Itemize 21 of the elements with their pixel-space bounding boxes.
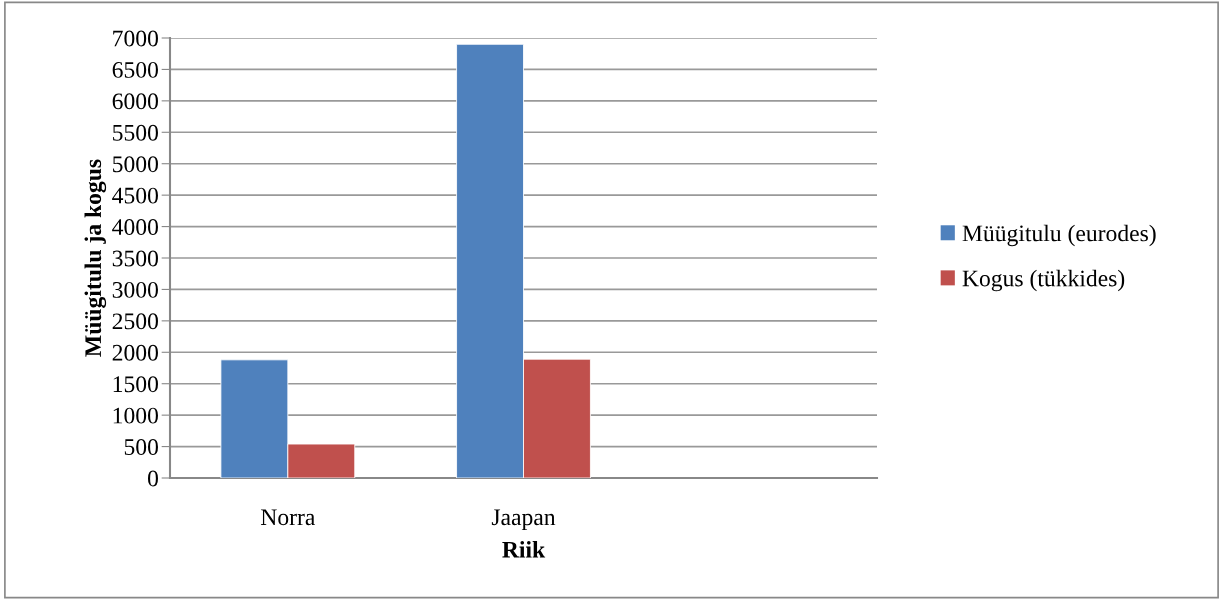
y-tick-label: 1500 (113, 376, 158, 393)
y-tick-label: 3500 (112, 250, 158, 267)
y-tick-label: 5000 (113, 156, 158, 173)
x-tick-label: Norra (260, 509, 316, 526)
x-axis-title: Riik (502, 541, 546, 558)
y-tick-label: 1000 (113, 407, 158, 424)
legend-label: Müügitulu (eurodes) (962, 224, 1156, 247)
y-tick-label: 500 (124, 439, 158, 455)
y-tick-label: 4500 (112, 187, 158, 204)
y-tick-label: 6000 (112, 93, 158, 110)
y-tick-label: 5500 (113, 124, 158, 141)
y-tick-label: 2500 (112, 313, 158, 330)
legend-label: Kogus (tükkides) (962, 269, 1125, 292)
y-tick-label: 4000 (112, 219, 158, 235)
x-tick-label: Jaapan (491, 509, 556, 530)
y-tick-label: 3000 (112, 281, 158, 298)
y-axis-title: Müügitulu ja kogus (84, 159, 107, 357)
y-tick-label: 6500 (112, 61, 158, 78)
y-tick-label: 7000 (113, 30, 158, 47)
y-tick-label: 2000 (112, 344, 158, 361)
y-tick-label: 0 (147, 470, 158, 487)
